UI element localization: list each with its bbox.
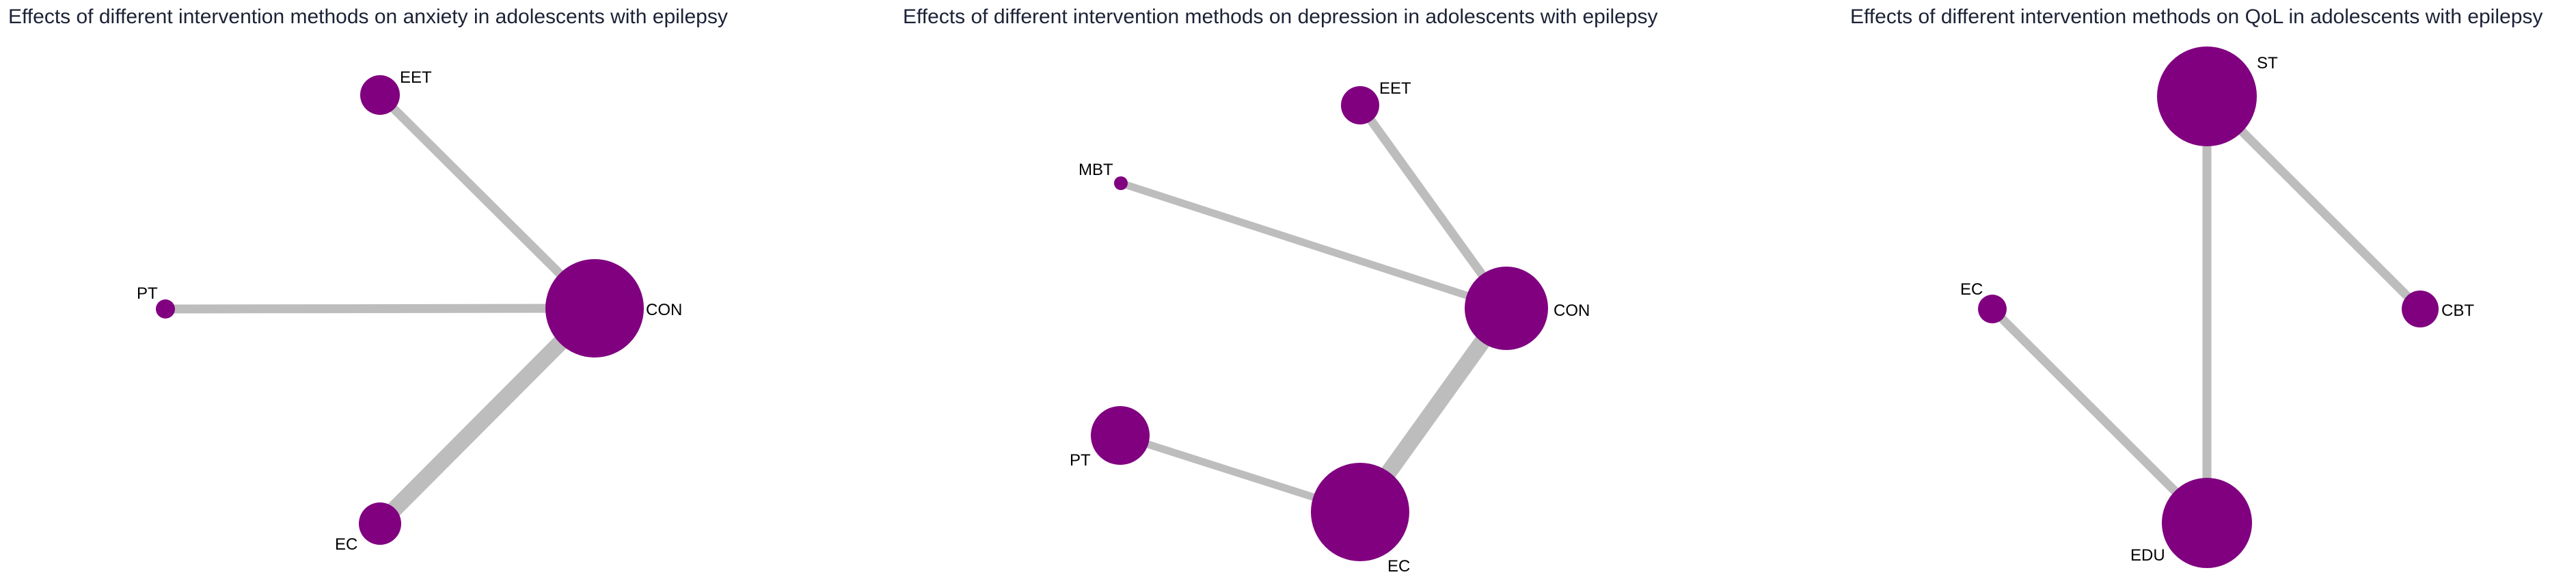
panel-depression-edge-eet-con: [1356, 103, 1510, 311]
panel-anxiety-node-ec: [359, 502, 401, 545]
panel-anxiety-node-eet: [360, 75, 400, 115]
panel-anxiety-node-con: [545, 259, 644, 358]
panel-qol-label-edu: EDU: [2130, 546, 2165, 565]
panel-depression-label-eet: EET: [1379, 79, 1411, 98]
panel-anxiety-edge-ec-con: [374, 302, 601, 530]
panel-qol-title: Effects of different intervention method…: [1850, 5, 2543, 28]
panel-qol-edge-ec-edu: [1989, 306, 2210, 526]
panel-qol: Effects of different intervention method…: [1850, 5, 2543, 568]
panel-depression-edge-mbt-con: [1120, 179, 1508, 312]
panel-qol-node-ec: [1978, 295, 2007, 323]
panel-qol-node-edu: [2162, 478, 2252, 568]
panel-depression-node-pt: [1091, 406, 1150, 465]
panel-qol-node-st: [2157, 46, 2257, 146]
panel-qol-label-cbt: CBT: [2441, 301, 2474, 320]
panel-depression-node-ec: [1311, 463, 1409, 561]
panel-depression-label-con: CON: [1554, 301, 1590, 320]
panel-anxiety-edge-eet-con: [377, 92, 598, 312]
panel-depression-label-ec: EC: [1387, 557, 1410, 576]
panel-anxiety-label-ec: EC: [335, 535, 357, 554]
panel-qol-label-ec: EC: [1960, 280, 1983, 299]
panel-anxiety-label-eet: EET: [400, 68, 432, 87]
panel-depression: Effects of different intervention method…: [903, 5, 1658, 576]
panel-qol-label-st: ST: [2257, 54, 2278, 72]
panel-depression-label-pt: PT: [1070, 451, 1091, 470]
panel-qol-edge-st-cbt: [2204, 93, 2424, 312]
panel-depression-node-eet: [1341, 86, 1379, 124]
panel-anxiety: Effects of different intervention method…: [8, 5, 728, 554]
panel-depression-label-mbt: MBT: [1079, 161, 1113, 179]
panel-depression-node-con: [1465, 267, 1548, 350]
panel-anxiety-title: Effects of different intervention method…: [8, 5, 728, 28]
panel-depression-node-mbt: [1114, 176, 1128, 190]
panel-anxiety-edge-pt-con: [165, 304, 595, 314]
panel-qol-node-cbt: [2402, 291, 2439, 327]
panel-anxiety-label-pt: PT: [137, 284, 158, 303]
panel-depression-title: Effects of different intervention method…: [903, 5, 1658, 28]
panel-anxiety-label-con: CON: [646, 301, 682, 319]
panel-anxiety-node-pt: [156, 299, 175, 319]
